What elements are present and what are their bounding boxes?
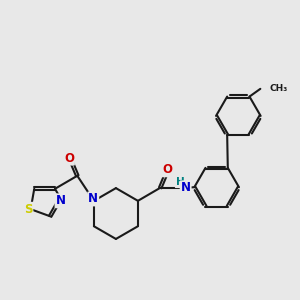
Text: N: N bbox=[56, 194, 65, 207]
Text: O: O bbox=[163, 163, 173, 176]
Text: N: N bbox=[181, 181, 190, 194]
Text: H: H bbox=[176, 177, 184, 187]
Text: CH₃: CH₃ bbox=[269, 84, 287, 93]
Text: N: N bbox=[88, 193, 98, 206]
Text: S: S bbox=[24, 203, 32, 216]
Text: O: O bbox=[64, 152, 74, 165]
